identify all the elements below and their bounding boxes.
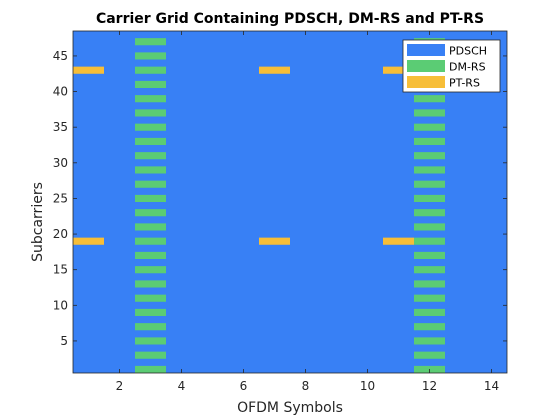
dm-rs-re — [414, 180, 445, 188]
dm-rs-re — [414, 294, 445, 302]
x-tick-label: 14 — [484, 379, 499, 393]
dm-rs-re — [414, 152, 445, 160]
dm-rs-re — [135, 95, 166, 103]
legend-swatch-pt-rs — [407, 76, 445, 88]
y-tick-label: 25 — [53, 191, 68, 205]
legend-label-dm-rs: DM-RS — [449, 61, 486, 74]
pt-rs-re — [383, 66, 414, 74]
dm-rs-re — [135, 323, 166, 331]
dm-rs-re — [135, 80, 166, 89]
legend-swatch-pdsch — [407, 44, 445, 56]
dm-rs-re — [135, 266, 166, 274]
dm-rs-re — [135, 237, 166, 245]
legend-swatch-dm-rs — [407, 60, 445, 72]
dm-rs-re — [135, 123, 166, 131]
y-tick-label: 20 — [53, 227, 68, 241]
x-axis-title: OFDM Symbols — [237, 400, 343, 416]
pt-rs-re — [73, 66, 104, 74]
dm-rs-re — [135, 223, 166, 231]
dm-rs-re — [135, 365, 166, 374]
pt-rs-re — [73, 237, 104, 245]
y-axis-title: Subcarriers — [30, 182, 46, 262]
y-tick-label: 15 — [53, 263, 68, 277]
dm-rs-re — [414, 166, 445, 174]
y-tick-label: 5 — [60, 334, 68, 348]
dm-rs-re — [414, 223, 445, 231]
legend-label-pdsch: PDSCH — [449, 45, 487, 58]
dm-rs-re — [135, 337, 166, 345]
dm-rs-re — [135, 137, 166, 146]
x-tick-label: 2 — [116, 379, 124, 393]
dm-rs-re — [414, 237, 445, 245]
dm-rs-re — [414, 323, 445, 331]
dm-rs-re — [135, 52, 166, 60]
dm-rs-re — [135, 308, 166, 317]
dm-rs-re — [135, 38, 166, 46]
legend-label-pt-rs: PT-RS — [449, 77, 480, 90]
dm-rs-re — [414, 95, 445, 103]
dm-rs-re — [414, 351, 445, 359]
chart-title: Carrier Grid Containing PDSCH, DM-RS and… — [96, 11, 484, 27]
dm-rs-re — [135, 166, 166, 174]
dm-rs-re — [414, 280, 445, 288]
dm-rs-re — [135, 66, 166, 74]
dm-rs-re — [414, 337, 445, 345]
y-tick-label: 10 — [53, 298, 68, 312]
x-tick-label: 10 — [360, 379, 375, 393]
dm-rs-re — [414, 209, 445, 217]
dm-rs-re — [414, 137, 445, 146]
dm-rs-re — [135, 294, 166, 302]
x-tick-label: 12 — [422, 379, 437, 393]
dm-rs-re — [414, 123, 445, 131]
dm-rs-re — [135, 351, 166, 359]
x-tick-label: 6 — [240, 379, 248, 393]
pt-rs-re — [383, 237, 414, 245]
dm-rs-re — [135, 180, 166, 188]
axes-box — [72, 30, 508, 374]
legend: PDSCH DM-RS PT-RS — [402, 39, 501, 93]
dm-rs-re — [135, 209, 166, 217]
y-tick-label: 40 — [53, 85, 68, 99]
y-tick-label: 35 — [53, 120, 68, 134]
y-tick-label: 30 — [53, 156, 68, 170]
pt-rs-re — [259, 237, 290, 245]
dm-rs-re — [414, 308, 445, 317]
dm-rs-re — [414, 266, 445, 274]
x-tick-label: 4 — [178, 379, 186, 393]
dm-rs-re — [414, 109, 445, 117]
y-tick-label: 45 — [53, 49, 68, 63]
dm-rs-re — [414, 251, 445, 260]
dm-rs-re — [135, 109, 166, 117]
axes: 2 4 6 8 10 12 14 5 10 15 20 25 30 35 40 45 — [53, 30, 508, 393]
dm-rs-re — [135, 152, 166, 160]
pt-rs-re — [259, 66, 290, 74]
x-tick-label: 8 — [302, 379, 310, 393]
dm-rs-re — [135, 194, 166, 203]
dm-rs-re — [135, 251, 166, 260]
dm-rs-re — [414, 194, 445, 203]
dm-rs-re — [135, 280, 166, 288]
